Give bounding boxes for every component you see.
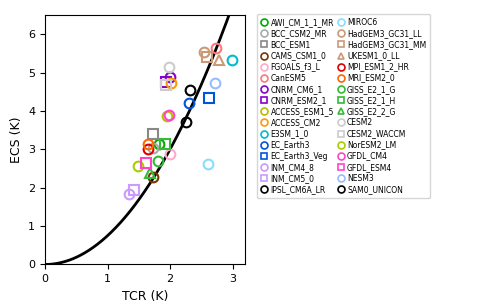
X-axis label: TCR (K): TCR (K)	[122, 290, 168, 303]
Legend: AWI_CM_1_1_MR, BCC_CSM2_MR, BCC_ESM1, CAMS_CSM1_0, FGOALS_f3_L, CanESM5, CNRM_CM: AWI_CM_1_1_MR, BCC_CSM2_MR, BCC_ESM1, CA…	[257, 14, 430, 198]
Y-axis label: ECS (K): ECS (K)	[10, 117, 22, 163]
